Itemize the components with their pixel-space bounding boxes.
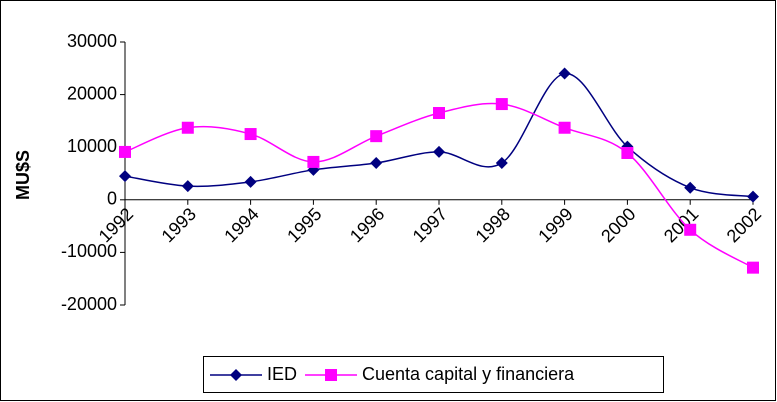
data-point bbox=[119, 145, 131, 158]
y-tick-label: 20000 bbox=[67, 83, 117, 103]
y-tick-label: -20000 bbox=[61, 294, 117, 314]
data-point bbox=[621, 146, 634, 159]
legend-marker bbox=[325, 369, 338, 381]
legend-marker bbox=[230, 369, 242, 381]
data-point bbox=[495, 156, 508, 169]
data-point bbox=[558, 121, 571, 134]
data-point bbox=[181, 180, 194, 193]
legend-label: IED bbox=[267, 364, 297, 384]
data-point bbox=[495, 98, 508, 111]
data-point bbox=[244, 175, 257, 188]
y-tick-label: 30000 bbox=[67, 31, 117, 51]
data-point bbox=[747, 190, 759, 203]
data-point bbox=[433, 145, 445, 158]
data-point bbox=[244, 128, 257, 141]
data-point bbox=[370, 130, 383, 143]
data-point bbox=[684, 223, 697, 236]
data-point bbox=[181, 121, 194, 134]
data-point bbox=[307, 155, 320, 168]
legend bbox=[203, 356, 664, 393]
data-point bbox=[119, 170, 131, 183]
data-point bbox=[684, 181, 697, 194]
y-tick-label: 0 bbox=[107, 189, 117, 209]
y-tick-label: 10000 bbox=[67, 136, 117, 156]
data-point bbox=[558, 67, 571, 80]
data-point bbox=[433, 107, 445, 120]
y-axis-label: MU$S bbox=[13, 150, 33, 200]
data-point bbox=[747, 261, 759, 274]
data-point bbox=[370, 156, 383, 169]
y-tick-label: -10000 bbox=[61, 241, 117, 261]
legend-label: Cuenta capital y financiera bbox=[362, 364, 575, 384]
